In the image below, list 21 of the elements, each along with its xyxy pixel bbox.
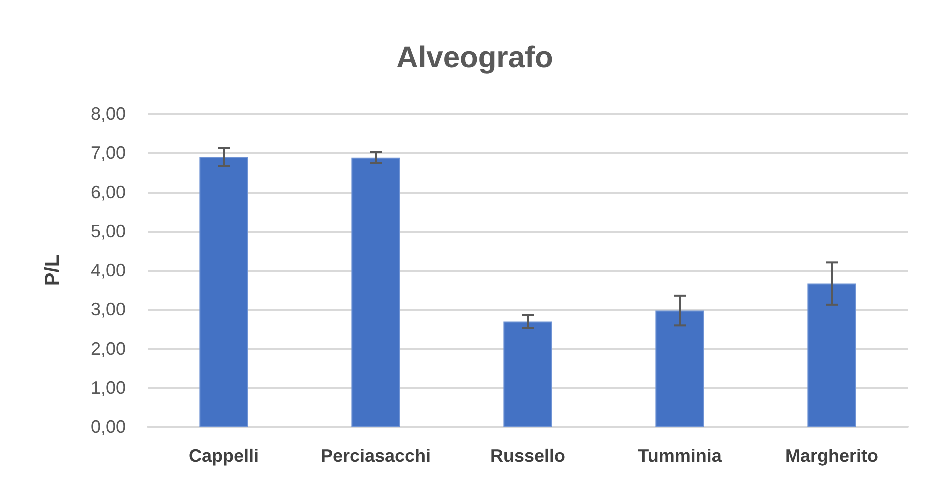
y-tick-label: 0,00 bbox=[90, 417, 126, 437]
bar bbox=[352, 158, 400, 427]
x-tick-label: Cappelli bbox=[188, 446, 260, 466]
y-tick-label: 3,00 bbox=[90, 300, 126, 320]
y-tick-label: 6,00 bbox=[90, 182, 126, 202]
x-tick-label: Perciasacchi bbox=[320, 446, 432, 466]
y-tick-label: 7,00 bbox=[90, 143, 126, 164]
y-tick-label: 2,00 bbox=[90, 338, 126, 359]
y-tick-label: 1,00 bbox=[90, 378, 126, 398]
x-tick-label: Russello bbox=[490, 446, 566, 466]
x-tick-label: Tumminia bbox=[638, 446, 723, 466]
y-tick-label: 4,00 bbox=[90, 260, 126, 280]
bar bbox=[504, 322, 552, 427]
bar bbox=[808, 284, 856, 427]
y-tick-label: 5,00 bbox=[90, 221, 126, 242]
x-tick-label: Margherito bbox=[785, 446, 879, 466]
y-axis-title: P/L bbox=[42, 254, 64, 286]
chart-title: Alveografo bbox=[396, 42, 554, 74]
bar bbox=[200, 157, 248, 427]
y-tick-label: 8,00 bbox=[90, 104, 126, 124]
bar bbox=[656, 310, 704, 427]
